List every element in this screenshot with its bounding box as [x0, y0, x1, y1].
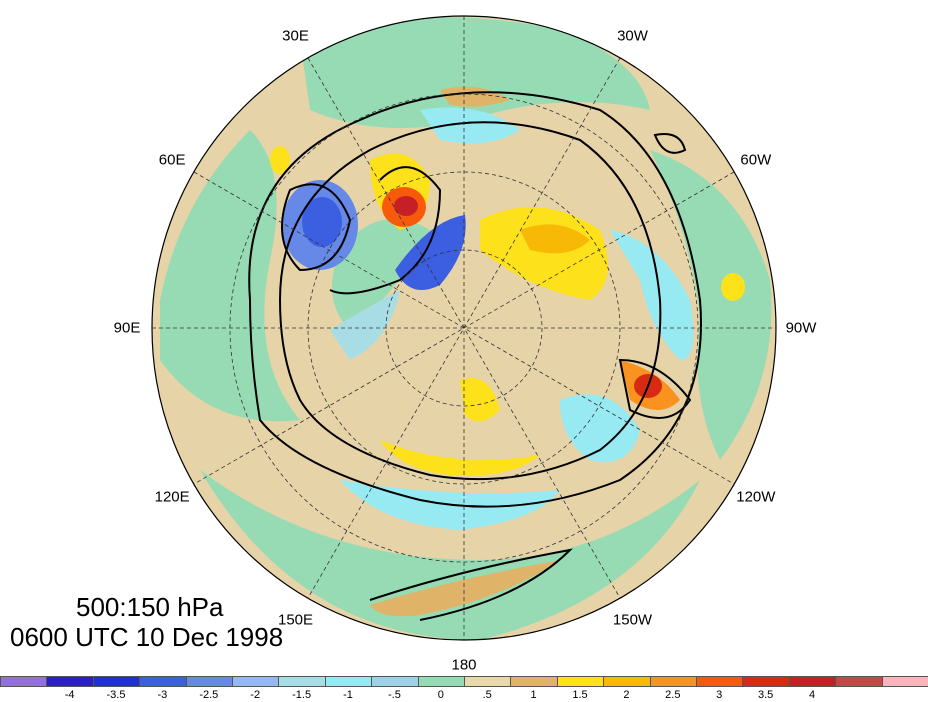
- colorbar-tick-label: 0: [437, 689, 444, 701]
- longitude-label: 150E: [277, 611, 314, 629]
- colorbar-tick-label: .5: [482, 689, 492, 701]
- cyan-region-north: [420, 107, 520, 144]
- yellow-region-northeast: [480, 207, 608, 300]
- colorbar-swatch: [139, 676, 187, 687]
- colorbar-swatch: [788, 676, 837, 687]
- colorbar-tick-label: 4: [808, 689, 816, 701]
- blue-low-center: [395, 215, 466, 290]
- colorbar-swatch: [278, 676, 326, 687]
- map-boundary: [151, 15, 777, 641]
- green-region-center: [332, 218, 430, 330]
- contour-layer: [248, 91, 702, 621]
- colorbar-swatch: [603, 676, 651, 687]
- colorbar-swatch: [835, 676, 883, 687]
- contour-line: [278, 121, 662, 481]
- longitude-label: 30W: [617, 27, 648, 45]
- colorbar-swatch: [742, 676, 790, 687]
- longitude-label: 150W: [612, 611, 653, 629]
- yellow-region-center: [460, 378, 500, 422]
- colorbar-tick-label: 3: [716, 689, 723, 701]
- latitude-circle: [307, 171, 621, 485]
- colorbar: -4 -3.5 -3 -2.5 -2 -1.5 -1 -.5 0 .5 1 1.5 2 2.5 3 3.5 4: [0, 676, 928, 702]
- colorbar-swatch: [417, 676, 465, 687]
- colorbar-swatch: [464, 676, 512, 687]
- colorbar-swatch: [510, 676, 558, 687]
- colorbar-tick-label: 2.5: [665, 689, 681, 701]
- colorbar-tick-label: -2.5: [199, 689, 219, 701]
- colorbar-tick-label: -2: [250, 689, 261, 701]
- colorbar-tick-label: -.5: [387, 689, 401, 701]
- colorbar-swatch: [185, 676, 233, 687]
- contour-line: [329, 166, 442, 295]
- colorbar-swatch: [92, 676, 141, 687]
- longitude-label: 90E: [113, 319, 141, 337]
- colorbar-tick-label: -4: [64, 689, 75, 701]
- longitude-label: 180: [451, 656, 477, 674]
- yellow-region-south: [380, 440, 540, 476]
- title-valid-time: 0600 UTC 10 Dec 1998: [10, 622, 284, 652]
- colorbar-tick-label: 3.5: [757, 689, 774, 701]
- colorbar-swatch: [696, 676, 744, 687]
- yellow-band-southeast: [370, 560, 560, 617]
- contour-line: [618, 358, 692, 419]
- colorbar-tick-label: 2: [623, 689, 630, 701]
- colorbar-swatch: [0, 676, 48, 687]
- longitude-label: 90W: [785, 319, 817, 337]
- colorbar-tick-label: -1.5: [292, 689, 312, 701]
- graticule: [152, 16, 776, 640]
- colorbar-swatch: [556, 676, 605, 687]
- colorbar-tick-label: 1: [530, 689, 537, 701]
- longitude-label: 60W: [740, 151, 772, 168]
- cyan-region-southeast: [560, 394, 640, 462]
- longitude-label: 30E: [282, 27, 309, 45]
- longitude-label: 120W: [736, 488, 776, 505]
- contour-line: [369, 548, 573, 621]
- colorbar-tick-label: -3.5: [106, 689, 126, 701]
- dark-red-high-north: [394, 196, 418, 216]
- colorbar-swatch: [881, 676, 928, 687]
- contour-line: [281, 183, 352, 272]
- yellow-spot-far-east: [721, 273, 745, 301]
- title-level-range: 500:150 hPa: [76, 592, 224, 622]
- colorbar-swatch: [649, 676, 697, 687]
- green-region-east: [650, 150, 772, 460]
- cyan-band-center: [330, 290, 400, 360]
- contour-line: [248, 91, 702, 508]
- longitude-label: 60E: [158, 151, 186, 168]
- colorbar-swatch: [46, 676, 94, 687]
- colorbar-swatch: [232, 676, 280, 687]
- polar-map: [151, 15, 777, 641]
- blue-low-west-core: [302, 197, 342, 247]
- contour-line: [653, 133, 687, 154]
- longitude-label: 120E: [154, 488, 190, 505]
- yellow-spot-northwest: [270, 146, 290, 174]
- colorbar-tick-label: 1.5: [572, 689, 588, 701]
- colorbar-swatch: [324, 676, 373, 687]
- green-region-south: [200, 470, 700, 640]
- colorbar-tick-label: -3: [157, 689, 168, 701]
- cyan-region-east: [610, 230, 694, 360]
- meridian-line: [193, 171, 735, 485]
- orange-region-northeast: [520, 224, 590, 254]
- colorbar-tick-label: -1: [343, 689, 353, 701]
- colorbar-swatch: [371, 676, 419, 687]
